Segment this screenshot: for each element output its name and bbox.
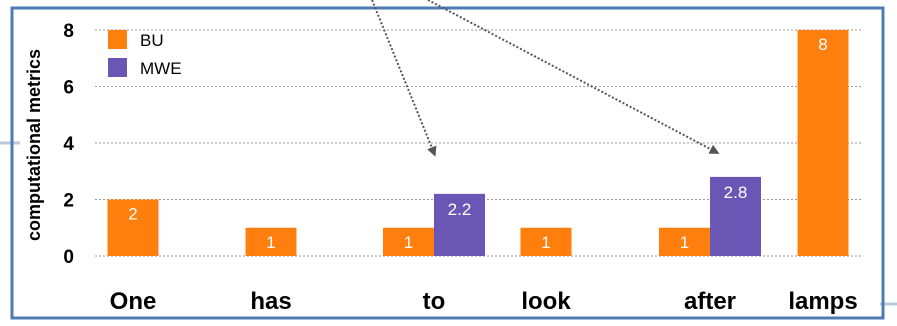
bar-mwe-to [434,193,485,256]
x-category-label: after [684,288,736,315]
data-label-bu: 8 [818,35,827,54]
y-tick-label: 0 [63,247,74,268]
legend: BU MWE [108,30,182,78]
data-label-bu: 1 [680,233,689,252]
x-category-label: look [521,288,571,315]
bar-bu-has [245,227,297,256]
y-tick-label: 8 [63,21,74,42]
data-label-bu: 1 [404,233,413,252]
data-label-bu: 1 [266,233,275,252]
bar-bu-lamps [797,30,849,256]
bar-mwe-after [710,176,761,256]
legend-label-bu: BU [140,31,164,50]
x-category-label: One [110,288,157,315]
x-category-label: has [250,288,291,315]
annotation-arrow-after [427,0,720,154]
legend-swatch-bu [108,30,127,49]
data-label-bu: 2 [128,205,137,224]
y-tick-label: 4 [63,134,74,155]
bar-bu-after [659,227,710,256]
legend-swatch-mwe [108,58,127,77]
legend-label-mwe: MWE [140,59,182,78]
chart-frame [10,6,885,320]
data-label-mwe: 2.2 [448,200,472,219]
x-category-label: lamps [788,288,857,315]
bar-bu-one [107,199,159,256]
annotation-arrow-to [371,0,437,157]
bar-bu-look [520,227,572,256]
y-axis-label: computational metrics [24,49,44,241]
data-label-bu: 1 [541,233,550,252]
x-category-label: to [423,288,446,315]
data-label-mwe: 2.8 [724,183,748,202]
y-tick-label: 6 [63,78,74,99]
y-tick-label: 2 [63,191,74,212]
bar-bu-to [383,227,434,256]
